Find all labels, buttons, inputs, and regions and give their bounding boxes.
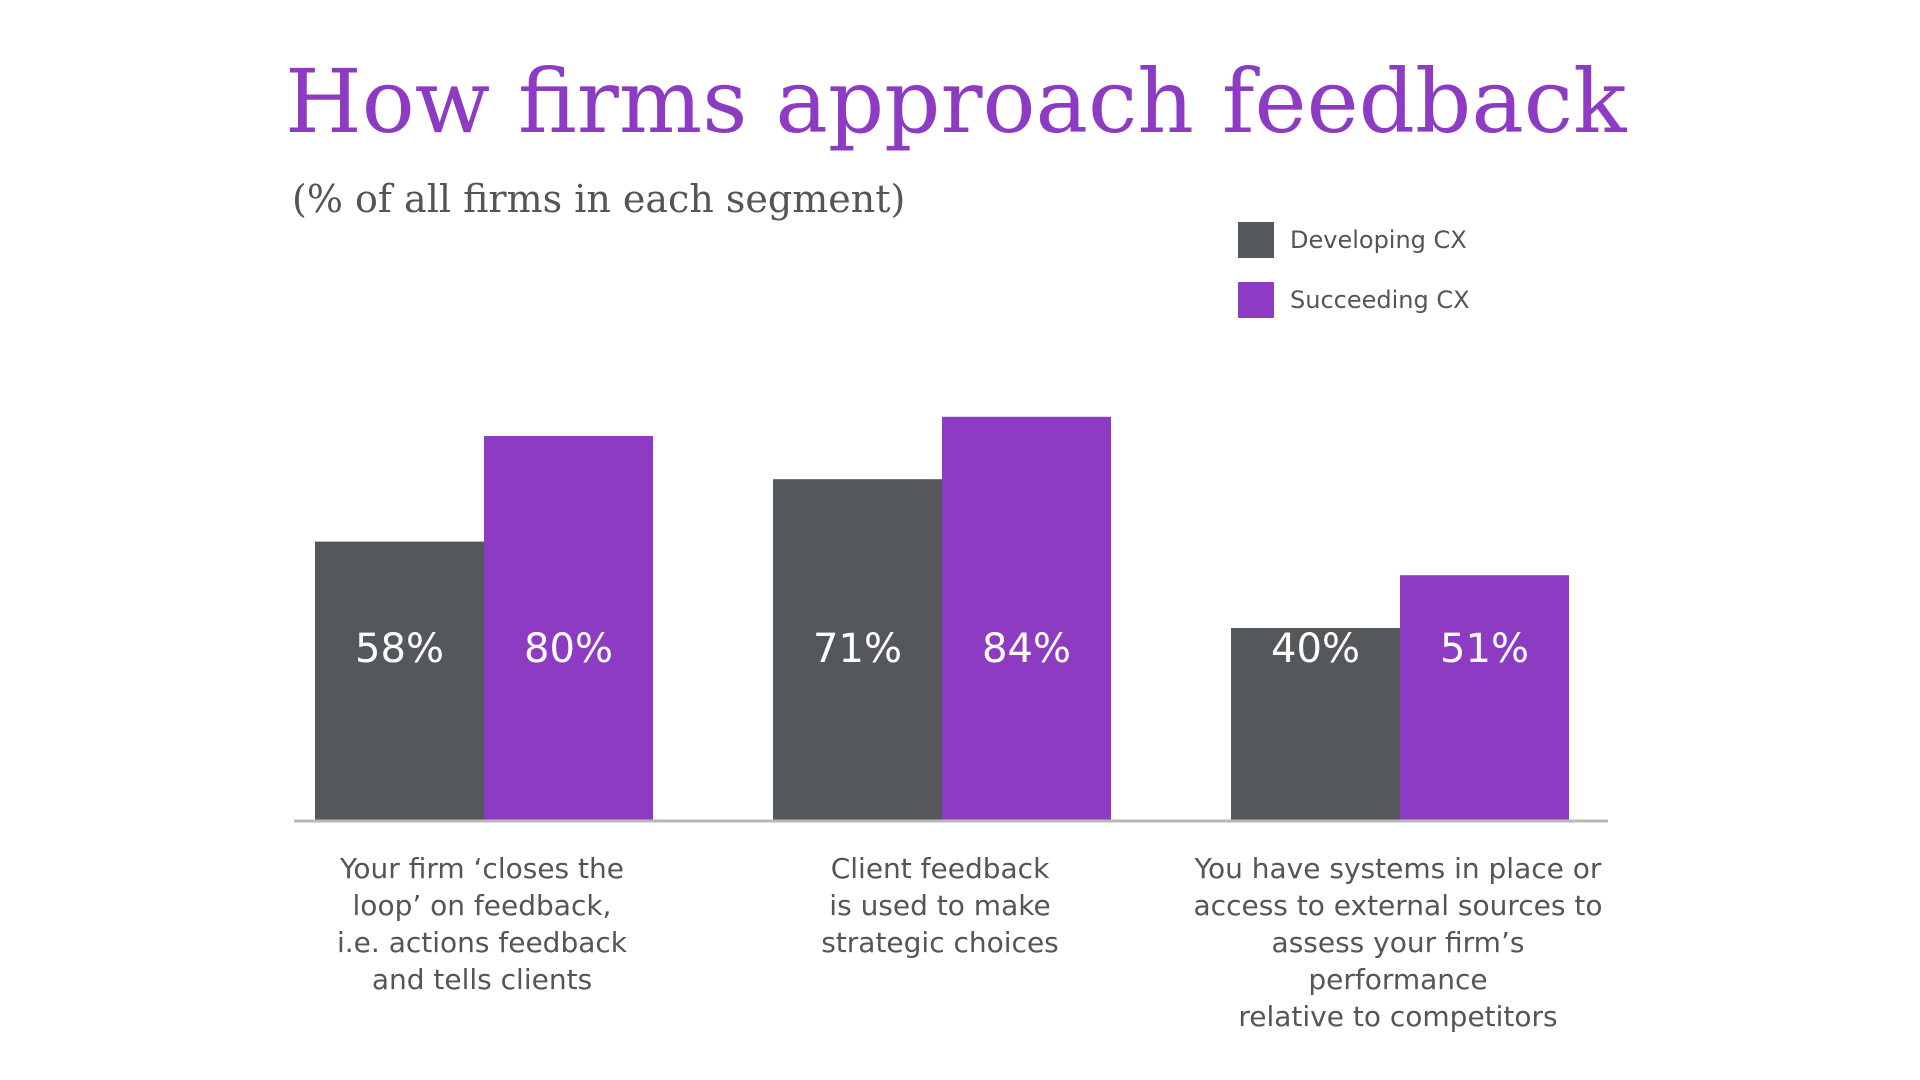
data-label-developing-3: 40% [1271, 626, 1360, 672]
data-label-developing-1: 58% [355, 626, 444, 672]
legend-label-succeeding: Succeeding CX [1290, 286, 1470, 314]
bar-succeeding-2 [942, 416, 1111, 820]
chart-title: How firms approach feedback [285, 50, 1627, 153]
bar-succeeding-1 [484, 436, 653, 820]
category-label-strategic-choices: Client feedback is used to make strategi… [821, 852, 1059, 959]
data-label-succeeding-3: 51% [1440, 626, 1529, 672]
bar-developing-3 [1231, 628, 1400, 820]
chart-legend: Developing CX Succeeding CX [1238, 222, 1470, 342]
data-label-developing-2: 71% [813, 626, 902, 672]
category-label-closes-loop: Your firm ‘closes the loop’ on feedback,… [336, 852, 627, 996]
bar-developing-1 [315, 541, 484, 820]
legend-swatch-developing [1238, 222, 1274, 258]
data-label-succeeding-2: 84% [982, 626, 1071, 672]
bar-developing-2 [773, 479, 942, 820]
chart-subtitle: (% of all firms in each segment) [292, 177, 906, 221]
legend-item-developing: Developing CX [1238, 222, 1470, 258]
data-label-succeeding-1: 80% [524, 626, 613, 672]
legend-swatch-succeeding [1238, 282, 1274, 318]
legend-item-succeeding: Succeeding CX [1238, 282, 1470, 318]
category-label-external-sources: You have systems in place or access to e… [1193, 852, 1603, 1033]
bar-succeeding-3 [1400, 575, 1569, 820]
legend-label-developing: Developing CX [1290, 226, 1467, 254]
